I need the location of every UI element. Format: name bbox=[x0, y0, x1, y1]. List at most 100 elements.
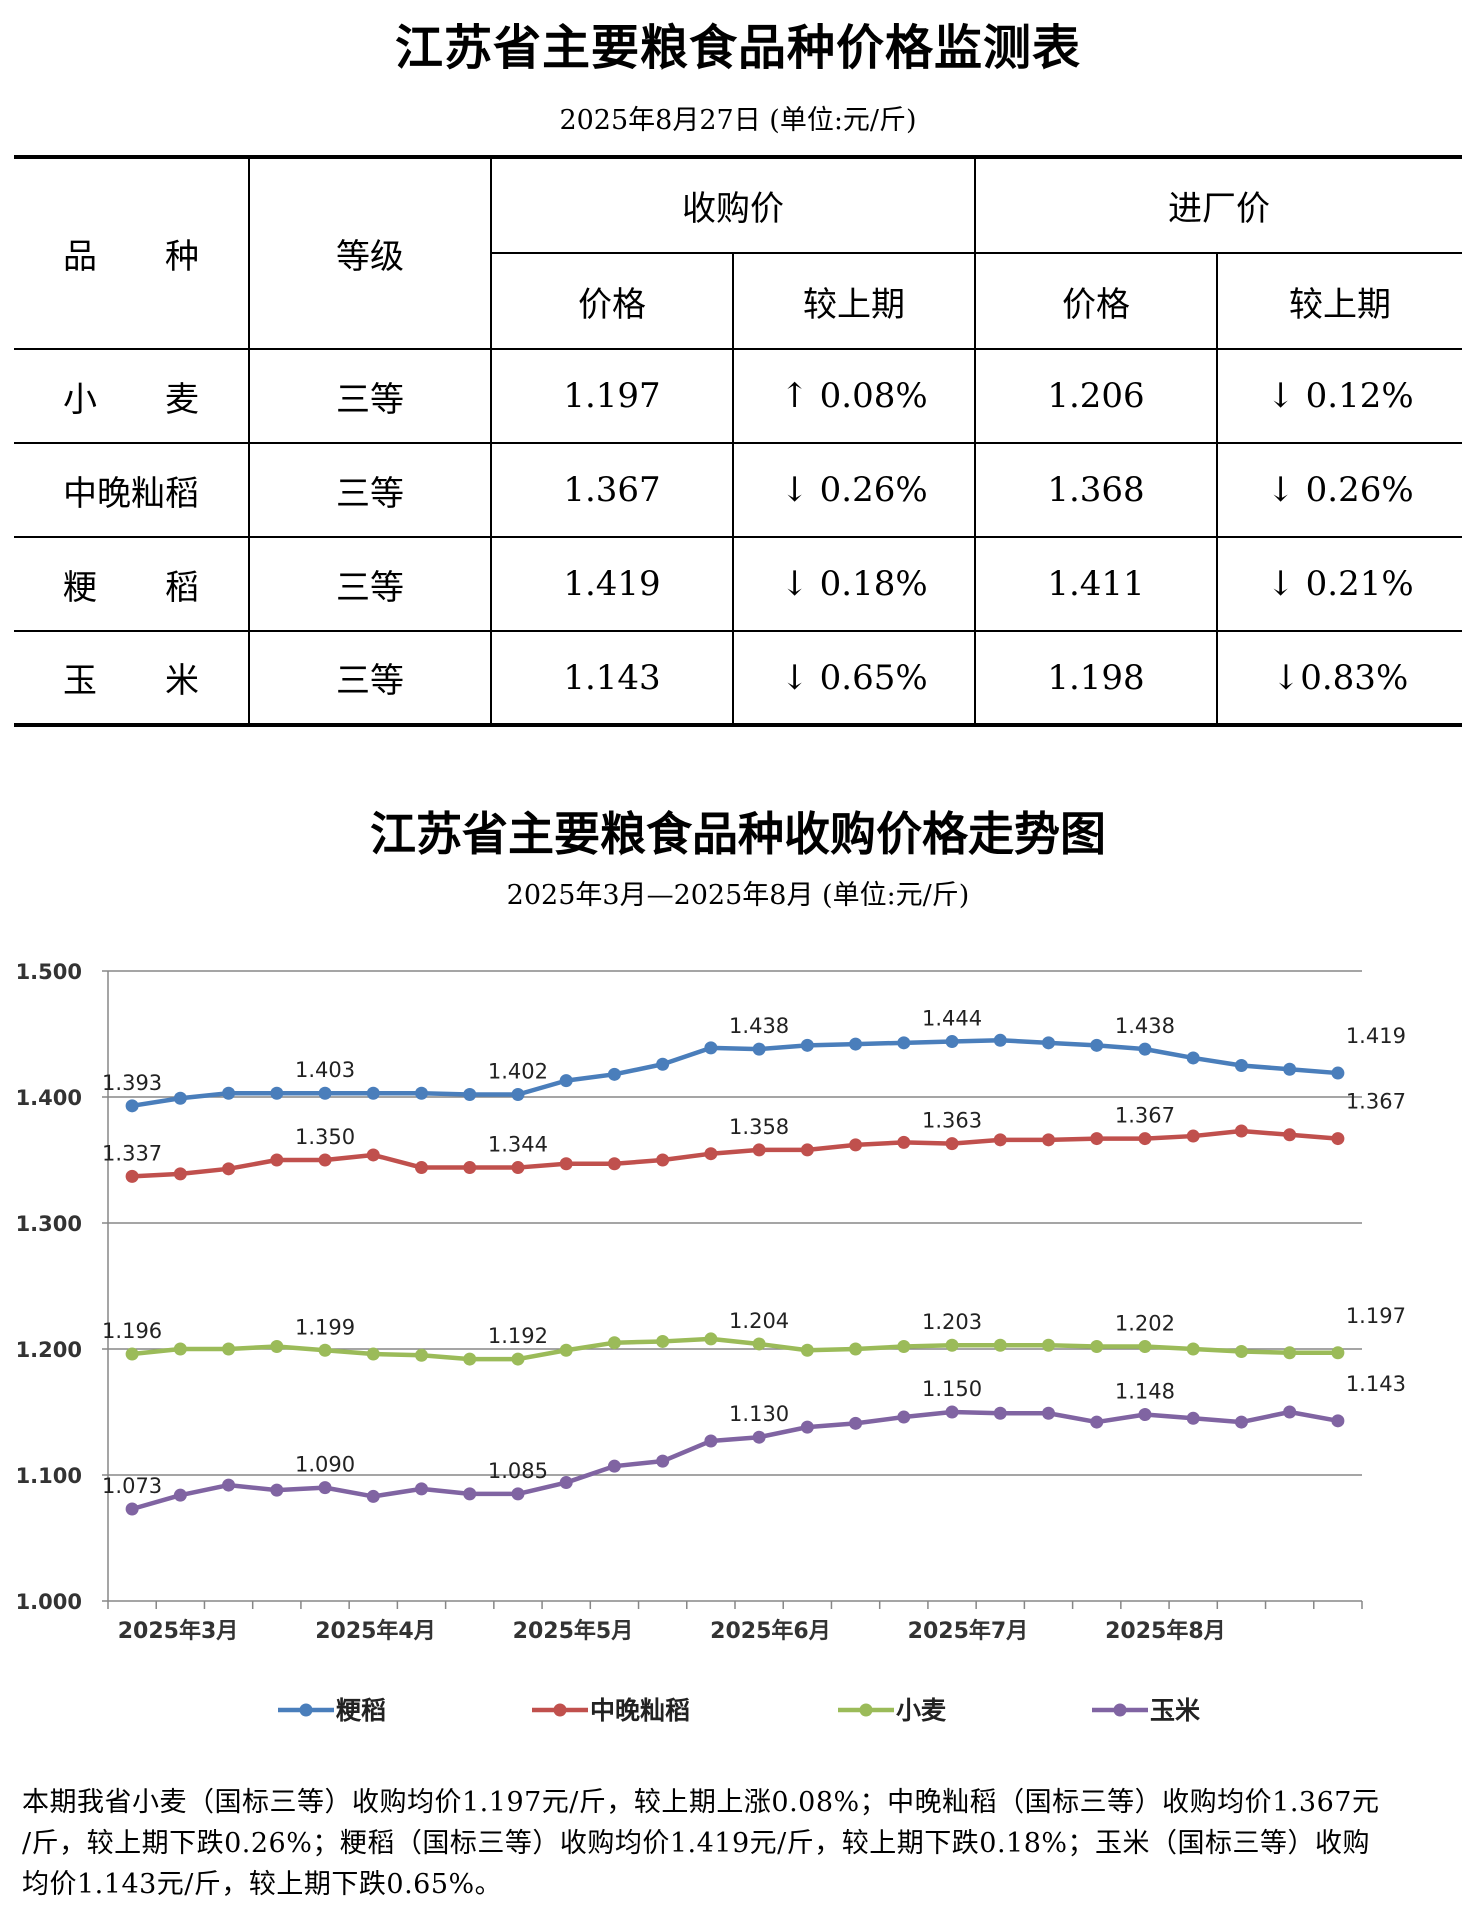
data-point bbox=[415, 1161, 428, 1175]
data-point bbox=[415, 1348, 428, 1362]
data-point bbox=[752, 1143, 766, 1157]
data-point bbox=[752, 1430, 766, 1444]
data-point bbox=[125, 1099, 139, 1113]
data-label: 1.350 bbox=[295, 1125, 355, 1149]
data-point bbox=[704, 1041, 718, 1055]
data-point bbox=[993, 1406, 1007, 1420]
data-point bbox=[849, 1138, 863, 1152]
cell-purchase-price: 1.143 bbox=[490, 630, 734, 725]
data-point bbox=[415, 1482, 428, 1496]
cell-variety: 中晚籼稻 bbox=[14, 442, 250, 538]
table-title: 江苏省主要粮食品种价格监测表 bbox=[394, 20, 1081, 76]
data-label: 1.150 bbox=[922, 1377, 982, 1401]
header-factory-change: 较上期 bbox=[1216, 252, 1462, 350]
data-point bbox=[945, 1035, 959, 1049]
data-point bbox=[1042, 1406, 1055, 1420]
data-point bbox=[656, 1153, 670, 1167]
data-point bbox=[559, 1343, 573, 1357]
header-grade: 等级 bbox=[248, 157, 492, 350]
series-line-2 bbox=[131, 1336, 1338, 1362]
cell-purchase-price: 1.367 bbox=[490, 442, 734, 538]
data-label: 1.393 bbox=[102, 1071, 162, 1095]
data-point bbox=[945, 1338, 959, 1352]
data-label: 1.367 bbox=[1346, 1090, 1406, 1114]
data-point bbox=[607, 1336, 621, 1350]
data-point bbox=[1042, 1338, 1055, 1352]
data-label: 1.202 bbox=[1115, 1311, 1175, 1335]
series-line-3 bbox=[131, 1409, 1339, 1512]
cell-purchase-change: ↑ 0.08% bbox=[732, 348, 976, 444]
data-point bbox=[849, 1416, 863, 1430]
data-point bbox=[1090, 1038, 1104, 1052]
data-point bbox=[993, 1338, 1007, 1352]
data-label: 1.402 bbox=[488, 1059, 548, 1083]
y-tick-label: 1.100 bbox=[16, 1464, 82, 1488]
data-point bbox=[222, 1162, 236, 1176]
x-tick-label: 2025年6月 bbox=[710, 1618, 831, 1644]
cell-factory-change: ↓0.83% bbox=[1216, 630, 1462, 725]
data-point bbox=[993, 1133, 1007, 1147]
data-point bbox=[173, 1167, 187, 1181]
data-point bbox=[173, 1091, 187, 1105]
data-point bbox=[800, 1038, 814, 1052]
data-point bbox=[897, 1036, 911, 1050]
data-label: 1.203 bbox=[922, 1310, 982, 1334]
data-point bbox=[511, 1161, 525, 1175]
data-label: 1.444 bbox=[922, 1007, 982, 1031]
data-point bbox=[752, 1337, 766, 1351]
data-point bbox=[1234, 1124, 1248, 1138]
data-point bbox=[511, 1087, 525, 1101]
cell-variety: 玉 米 bbox=[14, 630, 250, 725]
data-point bbox=[656, 1057, 670, 1071]
legend-label: 玉米 bbox=[1150, 1696, 1201, 1725]
summary-text: 本期我省小麦（国标三等）收购均价1.197元/斤，较上期上涨0.08%；中晚籼稻… bbox=[22, 1782, 1462, 1905]
legend-marker bbox=[299, 1703, 313, 1717]
data-point bbox=[463, 1087, 477, 1101]
y-tick-label: 1.000 bbox=[16, 1590, 82, 1614]
data-point bbox=[897, 1410, 911, 1424]
data-point bbox=[125, 1347, 139, 1361]
data-point bbox=[173, 1488, 187, 1502]
series-line-0 bbox=[131, 1038, 1339, 1109]
data-point bbox=[849, 1037, 863, 1051]
header-purchase: 收购价 bbox=[490, 157, 976, 254]
chart-subtitle: 2025年3月—2025年8月 (单位:元/斤) bbox=[506, 880, 970, 911]
data-point bbox=[897, 1339, 911, 1353]
data-point bbox=[222, 1342, 236, 1356]
data-point bbox=[366, 1086, 380, 1100]
data-point bbox=[1283, 1405, 1297, 1419]
data-label: 1.344 bbox=[488, 1133, 548, 1157]
cell-factory-change: ↓ 0.21% bbox=[1216, 536, 1462, 632]
data-label: 1.192 bbox=[488, 1324, 548, 1348]
data-point bbox=[704, 1332, 718, 1346]
data-label: 1.403 bbox=[295, 1058, 355, 1082]
data-point bbox=[173, 1342, 187, 1356]
cell-grade: 三等 bbox=[248, 536, 492, 632]
data-label: 1.367 bbox=[1115, 1104, 1175, 1128]
data-label: 1.143 bbox=[1346, 1372, 1406, 1396]
data-label: 1.363 bbox=[922, 1109, 982, 1133]
price-table: 品 种 等级 收购价 进厂价 价格 较上期 价格 较上期 小 麦 三等 1.19… bbox=[14, 155, 1462, 727]
cell-grade: 三等 bbox=[248, 348, 492, 444]
data-point bbox=[463, 1487, 477, 1501]
data-point bbox=[1283, 1128, 1297, 1142]
cell-factory-price: 1.411 bbox=[974, 536, 1218, 632]
x-tick-label: 2025年4月 bbox=[315, 1618, 436, 1644]
data-point bbox=[1090, 1132, 1104, 1146]
data-point bbox=[1234, 1415, 1248, 1429]
y-tick-label: 1.300 bbox=[16, 1212, 82, 1236]
data-point bbox=[366, 1489, 380, 1503]
data-point bbox=[993, 1033, 1007, 1047]
cell-purchase-price: 1.197 bbox=[490, 348, 734, 444]
data-point bbox=[463, 1352, 477, 1366]
data-point bbox=[607, 1157, 621, 1171]
data-point bbox=[318, 1153, 332, 1167]
legend-label: 小麦 bbox=[896, 1696, 947, 1725]
cell-variety: 粳 稻 bbox=[14, 536, 250, 632]
data-point bbox=[270, 1153, 284, 1167]
summary-line: 本期我省小麦（国标三等）收购均价1.197元/斤，较上期上涨0.08%；中晚籼稻… bbox=[22, 1787, 1380, 1818]
cell-factory-change: ↓ 0.12% bbox=[1216, 348, 1462, 444]
price-trend-chart: 1.000 1.100 1.200 1.300 1.400 1.500 2025年3月 202… bbox=[16, 960, 1406, 1725]
data-point bbox=[318, 1086, 332, 1100]
data-point bbox=[656, 1334, 670, 1348]
